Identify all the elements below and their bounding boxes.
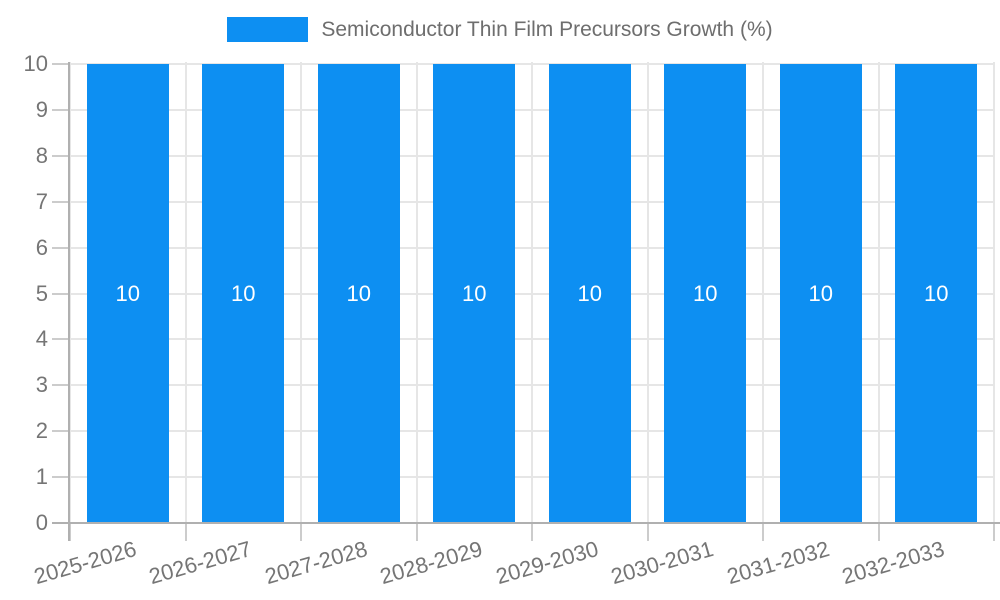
bar-value-label: 10 (693, 281, 718, 306)
y-axis-tick (52, 476, 70, 479)
bar-value-label: 10 (346, 281, 371, 306)
gridline-vertical (993, 62, 995, 524)
bar[interactable] (548, 64, 631, 523)
y-tick-label: 0 (35, 510, 48, 535)
y-tick-label: 2 (35, 418, 48, 444)
x-axis-tick (69, 524, 71, 541)
bar[interactable] (433, 64, 516, 523)
y-axis-line (68, 62, 70, 541)
bar-value-label: 10 (115, 281, 140, 306)
legend-item[interactable]: Semiconductor Thin Film Precursors Growt… (0, 17, 1000, 42)
y-axis-tick (52, 246, 70, 249)
y-tick-label: 10 (23, 51, 48, 76)
x-tick-label: 2027-2028 (261, 536, 370, 590)
gridline-vertical (69, 62, 71, 524)
gridline-vertical (877, 62, 880, 524)
y-tick-label: 8 (35, 142, 48, 168)
bar[interactable] (664, 64, 747, 523)
y-axis-tick (52, 384, 70, 387)
y-axis-tick (52, 430, 70, 433)
x-axis-tick (415, 524, 418, 541)
gridline-vertical (762, 62, 764, 524)
legend-swatch (227, 17, 309, 42)
y-tick-label: 6 (35, 234, 48, 260)
bar-value-label: 10 (924, 281, 949, 306)
bar-value-label: 10 (808, 281, 833, 306)
gridline-vertical (184, 62, 187, 524)
x-tick-label: 2032-2033 (839, 536, 948, 590)
x-tick-label: 2031-2032 (723, 536, 832, 590)
legend-label: Semiconductor Thin Film Precursors Growt… (321, 17, 773, 41)
gridline-vertical (415, 62, 418, 524)
bar-value-label: 10 (462, 281, 487, 306)
bar-value-label: 10 (577, 281, 602, 306)
x-tick-label: 2030-2031 (608, 536, 717, 590)
gridline-vertical (646, 62, 649, 524)
y-axis-tick (52, 63, 70, 65)
x-axis-tick (646, 524, 649, 541)
x-tick-label: 2029-2030 (492, 536, 601, 590)
gridline-vertical (531, 62, 533, 524)
y-tick-label: 4 (35, 326, 48, 352)
y-tick-label: 9 (35, 96, 48, 122)
x-axis-tick (877, 524, 880, 541)
gridline-vertical (300, 62, 302, 524)
bar[interactable] (202, 64, 285, 523)
y-axis-tick (52, 338, 70, 341)
y-axis-tick (52, 292, 70, 295)
y-tick-label: 7 (35, 188, 48, 214)
x-tick-label: 2026-2027 (146, 536, 255, 590)
y-tick-label: 3 (35, 372, 48, 398)
y-axis-tick (52, 200, 70, 203)
x-axis-tick (993, 524, 995, 541)
y-axis-tick (52, 154, 70, 157)
x-tick-label: 2025-2026 (30, 536, 139, 590)
x-axis-tick (762, 524, 764, 541)
x-axis-line (52, 522, 1000, 524)
x-axis-tick (300, 524, 302, 541)
bar[interactable] (86, 64, 169, 523)
x-axis-tick (531, 524, 533, 541)
x-axis-tick (184, 524, 187, 541)
bar-value-label: 10 (231, 281, 256, 306)
bar[interactable] (317, 64, 400, 523)
y-tick-label: 1 (35, 464, 48, 490)
y-axis-tick (52, 108, 70, 111)
bar[interactable] (895, 64, 978, 523)
y-tick-label: 5 (35, 280, 48, 306)
x-tick-label: 2028-2029 (377, 536, 486, 590)
bar[interactable] (779, 64, 862, 523)
